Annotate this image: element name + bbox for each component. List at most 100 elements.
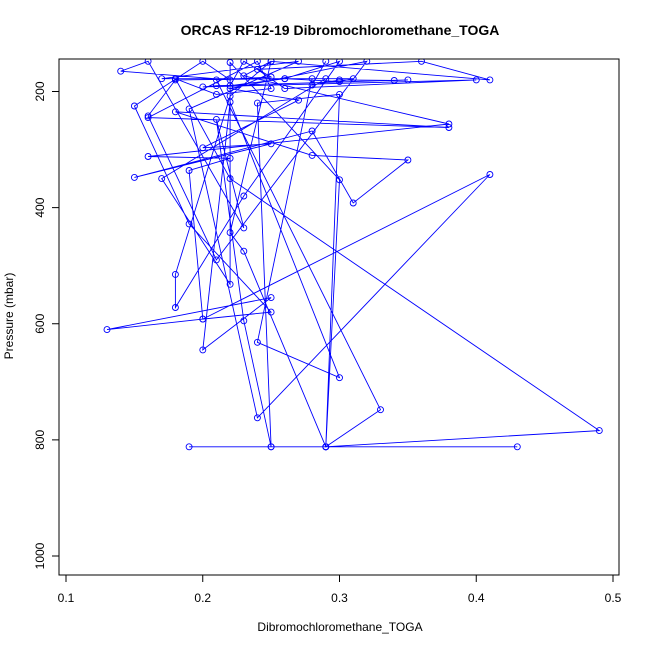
data-point (144, 153, 152, 160)
data-point (240, 72, 248, 80)
data-point (226, 229, 234, 237)
data-point (322, 59, 330, 65)
data-point (144, 59, 152, 65)
data-point (253, 99, 261, 107)
data-point (349, 75, 357, 83)
data-point (267, 85, 275, 93)
data-point (418, 59, 425, 65)
y-tick-label: 200 (33, 81, 47, 101)
data-point (130, 102, 138, 110)
data-point (308, 127, 316, 135)
data-point (199, 144, 207, 152)
y-tick-label: 400 (33, 197, 47, 217)
data-point (253, 414, 261, 422)
data-point (513, 443, 521, 451)
data-point (171, 270, 179, 278)
data-point (295, 59, 302, 65)
x-axis-label: Dibromochloromethane_TOGA (257, 620, 422, 634)
data-point (445, 120, 453, 128)
data-point (171, 76, 179, 84)
data-point (199, 83, 207, 91)
x-tick-label: 0.2 (194, 591, 211, 605)
data-point (103, 326, 111, 334)
data-point (199, 59, 207, 65)
data-point (363, 59, 371, 65)
data-point (349, 199, 357, 207)
data-point (253, 338, 261, 346)
data-point (185, 167, 193, 174)
data-point (377, 406, 384, 414)
data-point (336, 176, 343, 184)
data-point (390, 77, 398, 84)
data-point (336, 374, 343, 382)
plot-series (103, 59, 603, 451)
data-point (117, 67, 125, 75)
data-point (185, 105, 193, 113)
data-point (404, 156, 412, 164)
data-point (240, 192, 248, 200)
data-point (404, 76, 412, 84)
data-point (199, 315, 207, 323)
data-point (253, 65, 261, 73)
data-point (322, 443, 330, 451)
data-point (226, 154, 234, 162)
data-point (226, 280, 234, 288)
y-tick-label: 800 (33, 430, 47, 450)
data-point (226, 85, 234, 93)
data-point (158, 175, 166, 183)
data-point (336, 59, 343, 65)
data-point (281, 75, 289, 83)
data-point (212, 82, 220, 90)
data-point (212, 90, 220, 98)
data-point (158, 75, 166, 83)
data-point (226, 82, 234, 90)
x-tick-label: 0.1 (58, 591, 75, 605)
data-point (171, 108, 179, 116)
data-point (267, 140, 275, 148)
data-point (212, 256, 220, 264)
data-point (595, 427, 603, 435)
data-point (267, 73, 275, 81)
data-point (336, 90, 343, 98)
data-point (253, 59, 261, 65)
x-tick-label: 0.4 (468, 591, 485, 605)
data-point (212, 115, 220, 123)
data-point (308, 151, 316, 159)
data-point (308, 81, 316, 89)
data-point (267, 294, 275, 302)
data-point (267, 443, 275, 451)
series-line (106, 60, 601, 448)
data-point (226, 98, 234, 106)
data-point (336, 76, 343, 84)
data-point (185, 443, 193, 451)
axes: 0.1 0.2 0.3 0.4 0.5 200 400 600 800 1000 (33, 81, 622, 605)
data-point (130, 173, 138, 181)
x-tick-label: 0.5 (605, 591, 622, 605)
data-point (185, 220, 193, 228)
data-point (240, 59, 248, 65)
data-point (240, 247, 248, 255)
data-point (486, 76, 494, 84)
data-point (281, 85, 289, 93)
x-tick-label: 0.3 (331, 591, 348, 605)
data-point (171, 304, 179, 311)
data-point (322, 75, 330, 83)
data-point (445, 124, 453, 131)
chart-title: ORCAS RF12-19 Dibromochloromethane_TOGA (181, 22, 500, 38)
data-point (267, 59, 275, 65)
data-point (226, 175, 234, 183)
data-point (267, 308, 275, 316)
data-point (486, 171, 494, 178)
y-tick-label: 1000 (33, 542, 47, 569)
y-axis-label: Pressure (mbar) (2, 273, 16, 360)
y-tick-label: 600 (33, 313, 47, 333)
data-point (295, 96, 302, 104)
data-point (199, 346, 207, 354)
data-point (144, 112, 152, 120)
data-point (472, 76, 480, 84)
data-point (240, 317, 248, 325)
data-point (240, 224, 248, 232)
plot-frame (58, 58, 620, 576)
